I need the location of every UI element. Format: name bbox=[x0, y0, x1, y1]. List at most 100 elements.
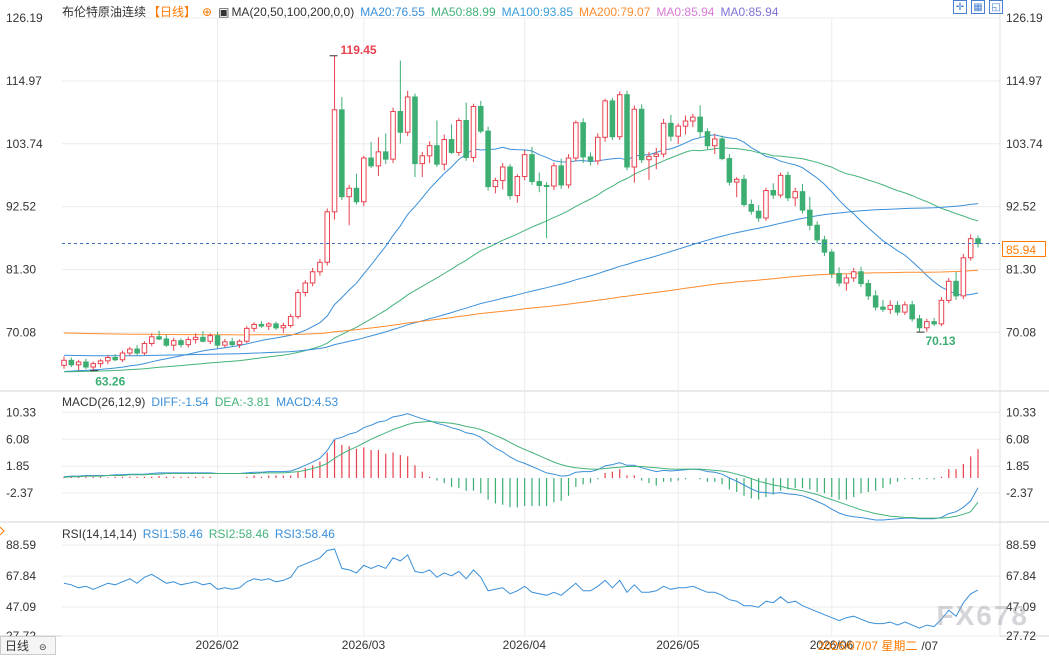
candle-body bbox=[565, 157, 572, 186]
candle-body bbox=[222, 341, 228, 346]
candle-body bbox=[894, 304, 901, 313]
candle-body bbox=[777, 174, 784, 196]
candle-body bbox=[755, 210, 762, 219]
candle-body bbox=[909, 304, 915, 320]
candle-body bbox=[558, 165, 564, 186]
macd-diff: DIFF:-1.54 bbox=[151, 395, 209, 409]
ma200-value: MA200:79.07 bbox=[579, 5, 651, 19]
rsi-tick-left: 47.09 bbox=[6, 600, 36, 614]
candle-body bbox=[858, 271, 864, 285]
ma50-value: MA50:88.99 bbox=[430, 5, 496, 19]
ma100-line bbox=[63, 203, 979, 357]
rsi-legend: RSI(14,14,14) RSI1:58.46 RSI2:58.46 RSI3:58… bbox=[62, 527, 341, 541]
settings-gear-icon[interactable]: ⊕ bbox=[202, 5, 213, 19]
candle-body bbox=[105, 357, 111, 362]
candle-body bbox=[229, 341, 235, 346]
candle-body bbox=[850, 271, 857, 279]
rsi-tick-right: 67.84 bbox=[1006, 569, 1036, 583]
candle-body bbox=[448, 139, 455, 153]
candle-body bbox=[880, 306, 886, 310]
candle-body bbox=[682, 120, 689, 127]
candle-body bbox=[339, 109, 345, 198]
macd-tick-right: -2.37 bbox=[1006, 486, 1034, 500]
candle-body bbox=[521, 154, 528, 178]
candle-body bbox=[97, 360, 104, 365]
candle-body bbox=[529, 154, 535, 183]
macd-tick-left: 1.85 bbox=[6, 459, 30, 473]
candle-body bbox=[185, 339, 192, 346]
dropdown-icon[interactable]: ⊝ bbox=[39, 642, 47, 652]
last-price-tag: 85.94 bbox=[1002, 241, 1046, 257]
candle-body bbox=[331, 109, 338, 213]
chart-type-icon[interactable]: ◱ bbox=[989, 0, 1003, 14]
candle-body bbox=[412, 96, 418, 165]
crosshair-icon[interactable]: ✛ bbox=[953, 0, 967, 14]
watermark-logo: FX678 bbox=[936, 600, 1029, 631]
candle-body bbox=[843, 277, 850, 284]
candle-body bbox=[361, 157, 367, 203]
rsi3-value: RSI3:58.46 bbox=[274, 527, 335, 541]
low-label: 70.13 bbox=[926, 334, 956, 348]
candle-body bbox=[236, 340, 243, 346]
candle-body bbox=[397, 111, 404, 133]
candle-body bbox=[697, 116, 703, 133]
ma200-line bbox=[63, 269, 979, 336]
candle-body bbox=[638, 108, 645, 161]
y-tick-left: 92.52 bbox=[6, 200, 36, 214]
candle-body bbox=[163, 338, 170, 346]
macd-tick-left: 10.33 bbox=[6, 405, 36, 419]
y-tick-right: 103.74 bbox=[1006, 137, 1043, 151]
y-tick-left: 103.74 bbox=[6, 137, 43, 151]
candle-body bbox=[624, 94, 630, 168]
candle-body bbox=[799, 191, 806, 211]
candle-body bbox=[141, 342, 148, 354]
x-tick: 2026/03 bbox=[342, 638, 386, 652]
candle-body bbox=[814, 224, 820, 241]
candle-body bbox=[258, 323, 265, 327]
x-tick: 2026/04 bbox=[503, 638, 547, 652]
candle-body bbox=[646, 155, 652, 161]
rsi-tick-right: 27.72 bbox=[1006, 629, 1036, 643]
candle-body bbox=[178, 340, 184, 346]
candle-body bbox=[668, 122, 674, 137]
candle-body bbox=[616, 94, 623, 138]
ma0b-value: MA0:85.94 bbox=[720, 5, 779, 19]
period-tab-label: 日线 bbox=[5, 639, 30, 653]
candle-body bbox=[945, 280, 952, 301]
low-label: 63.26 bbox=[95, 375, 125, 389]
candle-body bbox=[75, 361, 82, 366]
candle-body bbox=[295, 292, 301, 318]
candle-body bbox=[426, 145, 433, 157]
candle-body bbox=[595, 136, 601, 162]
candle-body bbox=[660, 122, 667, 155]
candle-body bbox=[536, 181, 543, 186]
candle-body bbox=[712, 138, 718, 147]
period-label[interactable]: 【日线】 bbox=[148, 5, 197, 19]
rsi2-value: RSI2:58.46 bbox=[208, 527, 269, 541]
y-tick-right: 81.30 bbox=[1006, 263, 1036, 277]
period-tab[interactable]: 日线 ⊝ bbox=[0, 636, 56, 655]
candle-body bbox=[192, 336, 199, 341]
x-tick: 2026/05 bbox=[656, 638, 700, 652]
candle-body bbox=[675, 125, 681, 137]
candle-body bbox=[492, 179, 499, 188]
candle-body bbox=[602, 100, 608, 138]
indicator-toggle-icon[interactable]: ▣ bbox=[218, 5, 230, 19]
candle-body bbox=[419, 155, 426, 165]
candle-body bbox=[741, 178, 747, 206]
candle-body bbox=[726, 158, 733, 183]
candle-body bbox=[434, 145, 440, 165]
candle-body bbox=[346, 187, 352, 198]
y-tick-left: 114.97 bbox=[6, 74, 42, 88]
candle-body bbox=[865, 283, 872, 297]
candle-body bbox=[587, 156, 594, 162]
dea-line bbox=[63, 420, 979, 519]
candle-body bbox=[119, 352, 126, 361]
candle-body bbox=[148, 336, 155, 344]
candle-body bbox=[309, 271, 316, 284]
grid-icon[interactable]: ▦ bbox=[971, 0, 985, 14]
candle-body bbox=[61, 359, 67, 366]
candle-body bbox=[690, 116, 696, 122]
y-tick-right: 70.08 bbox=[1006, 325, 1036, 339]
